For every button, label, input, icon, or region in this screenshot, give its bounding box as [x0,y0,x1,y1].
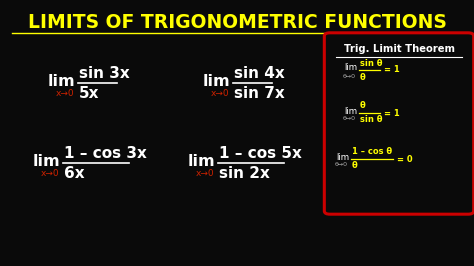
Text: lim: lim [32,153,60,168]
Text: 1 – cos θ: 1 – cos θ [352,148,392,156]
Text: lim: lim [187,153,215,168]
Text: θ→0: θ→0 [335,163,348,168]
FancyBboxPatch shape [324,33,474,214]
Text: sin 4x: sin 4x [234,65,285,81]
Text: lim: lim [202,73,230,89]
Text: sin 7x: sin 7x [234,85,285,101]
Text: lim: lim [336,152,349,161]
Text: 1 – cos 3x: 1 – cos 3x [64,146,147,160]
Text: = 1: = 1 [384,109,400,118]
Text: Trig. Limit Theorem: Trig. Limit Theorem [344,44,455,54]
Text: 1 – cos 5x: 1 – cos 5x [219,146,302,160]
Text: x→0: x→0 [55,89,74,98]
Text: θ→0: θ→0 [343,117,356,122]
Text: lim: lim [344,64,357,73]
Text: sin θ: sin θ [360,115,383,124]
Text: x→0: x→0 [40,168,59,177]
Text: lim: lim [344,106,357,115]
Text: θ: θ [360,102,366,110]
Text: sin 2x: sin 2x [219,165,270,181]
Text: LIMITS OF TRIGONOMETRIC FUNCTIONS: LIMITS OF TRIGONOMETRIC FUNCTIONS [27,13,447,31]
Text: sin 3x: sin 3x [79,65,130,81]
Text: θ→0: θ→0 [343,73,356,78]
Text: θ: θ [352,161,358,171]
Text: sin θ: sin θ [360,59,383,68]
Text: 6x: 6x [64,165,85,181]
Text: x→0: x→0 [195,168,214,177]
Text: lim: lim [47,73,75,89]
Text: x→0: x→0 [210,89,229,98]
Text: θ: θ [360,73,366,81]
Text: 5x: 5x [79,85,100,101]
Text: = 1: = 1 [384,65,400,74]
Text: = 0: = 0 [397,155,412,164]
